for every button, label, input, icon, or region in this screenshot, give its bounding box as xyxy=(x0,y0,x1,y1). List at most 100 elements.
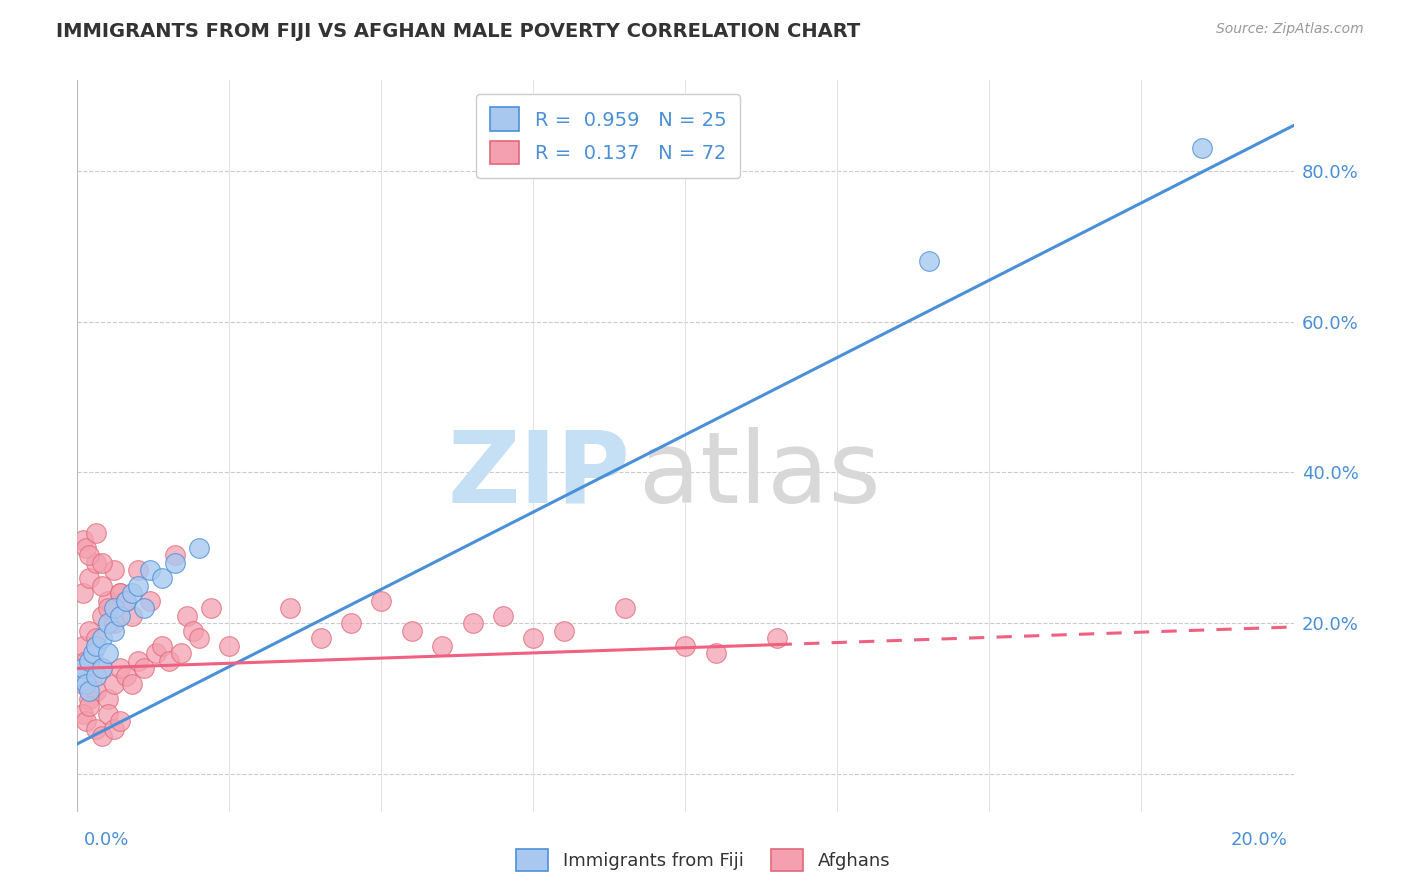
Point xyxy=(69,669,91,683)
Point xyxy=(97,601,120,615)
Point xyxy=(79,699,101,714)
Point xyxy=(134,661,156,675)
Legend: R =  0.959   N = 25, R =  0.137   N = 72: R = 0.959 N = 25, R = 0.137 N = 72 xyxy=(477,94,740,178)
Point xyxy=(97,616,120,631)
Point xyxy=(188,541,211,555)
Text: 20.0%: 20.0% xyxy=(1230,830,1288,848)
Point xyxy=(108,608,131,623)
Point xyxy=(613,601,636,615)
Point xyxy=(370,593,392,607)
Point xyxy=(103,624,125,638)
Point xyxy=(103,722,125,736)
Point xyxy=(97,646,120,660)
Point xyxy=(90,661,112,675)
Point xyxy=(69,661,91,675)
Point xyxy=(121,608,143,623)
Point xyxy=(97,706,120,721)
Point xyxy=(127,563,149,577)
Point xyxy=(163,556,186,570)
Point xyxy=(278,601,301,615)
Point xyxy=(75,676,97,690)
Point xyxy=(84,684,107,698)
Point xyxy=(90,578,112,592)
Point xyxy=(157,654,180,668)
Point xyxy=(430,639,453,653)
Point xyxy=(115,593,138,607)
Point xyxy=(79,571,101,585)
Point xyxy=(152,639,174,653)
Point xyxy=(84,669,107,683)
Point xyxy=(97,691,120,706)
Point xyxy=(90,608,112,623)
Point xyxy=(340,616,363,631)
Point xyxy=(108,586,131,600)
Point xyxy=(84,525,107,540)
Point xyxy=(675,639,697,653)
Point xyxy=(79,624,101,638)
Text: atlas: atlas xyxy=(640,426,880,524)
Point xyxy=(90,632,112,646)
Point xyxy=(152,571,174,585)
Point xyxy=(84,632,107,646)
Point xyxy=(139,563,162,577)
Point xyxy=(103,616,125,631)
Point xyxy=(108,586,131,600)
Text: ZIP: ZIP xyxy=(449,426,631,524)
Point xyxy=(522,632,544,646)
Point xyxy=(103,676,125,690)
Text: 0.0%: 0.0% xyxy=(83,830,129,848)
Point xyxy=(90,556,112,570)
Point xyxy=(72,533,94,548)
Point xyxy=(103,563,125,577)
Point xyxy=(103,601,125,615)
Point xyxy=(918,254,941,268)
Text: Source: ZipAtlas.com: Source: ZipAtlas.com xyxy=(1216,22,1364,37)
Point xyxy=(115,669,138,683)
Text: IMMIGRANTS FROM FIJI VS AFGHAN MALE POVERTY CORRELATION CHART: IMMIGRANTS FROM FIJI VS AFGHAN MALE POVE… xyxy=(56,22,860,41)
Point xyxy=(461,616,484,631)
Point xyxy=(72,706,94,721)
Point xyxy=(75,541,97,555)
Point xyxy=(492,608,515,623)
Point xyxy=(82,646,104,660)
Point xyxy=(704,646,727,660)
Point xyxy=(72,661,94,675)
Legend: Immigrants from Fiji, Afghans: Immigrants from Fiji, Afghans xyxy=(509,842,897,879)
Point xyxy=(72,639,94,653)
Point xyxy=(553,624,575,638)
Point xyxy=(79,549,101,563)
Point xyxy=(90,661,112,675)
Point xyxy=(72,586,94,600)
Point xyxy=(82,669,104,683)
Point xyxy=(134,601,156,615)
Point xyxy=(75,714,97,729)
Point xyxy=(200,601,222,615)
Point xyxy=(84,639,107,653)
Point xyxy=(121,676,143,690)
Point xyxy=(163,549,186,563)
Point xyxy=(309,632,332,646)
Point xyxy=(115,593,138,607)
Point xyxy=(765,632,787,646)
Point xyxy=(121,586,143,600)
Point xyxy=(79,684,101,698)
Point xyxy=(108,661,131,675)
Point xyxy=(72,676,94,690)
Point xyxy=(181,624,204,638)
Point xyxy=(79,691,101,706)
Point xyxy=(108,714,131,729)
Point xyxy=(84,722,107,736)
Point xyxy=(218,639,240,653)
Point xyxy=(127,654,149,668)
Point xyxy=(188,632,211,646)
Point xyxy=(127,578,149,592)
Point xyxy=(145,646,167,660)
Point xyxy=(84,556,107,570)
Point xyxy=(170,646,193,660)
Point xyxy=(139,593,162,607)
Point xyxy=(176,608,198,623)
Point xyxy=(90,729,112,743)
Point xyxy=(401,624,423,638)
Point xyxy=(79,654,101,668)
Point xyxy=(75,654,97,668)
